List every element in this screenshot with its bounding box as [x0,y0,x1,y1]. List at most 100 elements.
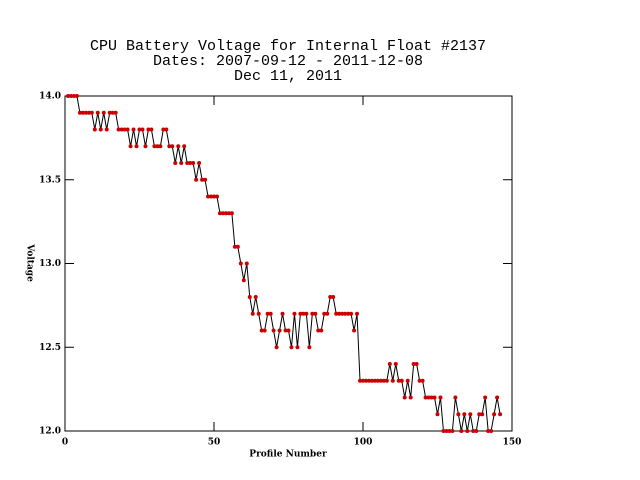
data-point [289,345,294,350]
data-point [158,144,163,149]
data-point [358,378,363,383]
data-point [247,295,252,299]
data-point [149,127,154,132]
data-point [474,429,479,433]
data-point [408,395,413,400]
x-tick-label: 150 [503,438,522,448]
data-point [307,345,312,350]
data-point [480,412,485,417]
data-point [265,311,270,316]
data-point [80,110,85,115]
data-point [128,144,133,149]
data-point [331,295,336,299]
data-point [71,94,76,98]
data-point [447,429,452,433]
data-point [161,127,166,132]
data-point [107,110,112,115]
data-point [486,429,491,433]
data-point [483,395,488,400]
data-point [262,328,267,333]
data-point [459,429,464,433]
data-point [77,110,82,115]
data-point [155,144,160,149]
data-point [164,127,169,132]
data-point [349,311,354,316]
data-point [89,110,94,115]
data-point [432,395,437,400]
data-point [343,311,348,316]
data-point [238,261,243,266]
data-point [253,295,258,299]
x-axis-label: Profile Number [249,450,327,460]
data-point [214,194,219,199]
data-point [414,362,419,366]
data-point [393,362,398,366]
data-point [83,110,88,115]
data-point [396,378,401,383]
data-point [226,211,231,216]
data-point [495,395,500,400]
x-tick-label: 0 [62,438,68,448]
data-point [411,362,416,366]
data-point [363,378,368,383]
data-point [152,144,157,149]
data-point [232,244,237,249]
data-point [417,378,422,383]
data-point [387,362,392,366]
data-point [185,161,190,165]
data-point [280,311,285,316]
data-point [340,311,345,316]
data-point [375,378,380,383]
data-point [292,311,297,316]
data-point [283,328,288,333]
data-line [67,95,501,432]
data-point [188,161,193,165]
data-point [182,144,187,149]
data-point [194,177,199,182]
data-point [423,395,428,400]
data-point [179,161,184,165]
data-point [223,211,228,216]
data-point [378,378,383,383]
data-point [325,311,330,316]
data-point [337,311,342,316]
data-point [450,429,455,433]
data-point [200,177,205,182]
data-point [390,378,395,383]
data-point [426,395,431,400]
data-point [328,295,333,299]
data-point [116,127,121,132]
data-point [468,412,473,417]
data-point [170,144,175,149]
data-point [271,328,276,333]
data-point [310,311,315,316]
data-point [313,311,318,316]
data-point [119,127,124,132]
data-point [366,378,371,383]
data-point [268,311,273,316]
data-point [98,127,103,132]
y-tick-label: 12.5 [39,343,61,353]
data-point [444,429,449,433]
title-line: CPU Battery Voltage for Internal Float #… [90,38,486,55]
data-point [346,311,351,316]
data-point [110,110,115,115]
data-point [471,429,476,433]
data-point [298,311,303,316]
data-point [381,378,386,383]
data-point [456,412,461,417]
data-point [322,311,327,316]
data-point [492,412,497,417]
data-point [235,244,240,249]
data-point [134,144,139,149]
data-point [125,127,130,132]
data-point [316,328,321,333]
data-point [197,161,202,165]
data-point [104,127,109,132]
data-point [95,110,100,115]
data-point [498,412,503,417]
data-point [334,311,339,316]
data-point [241,278,246,283]
